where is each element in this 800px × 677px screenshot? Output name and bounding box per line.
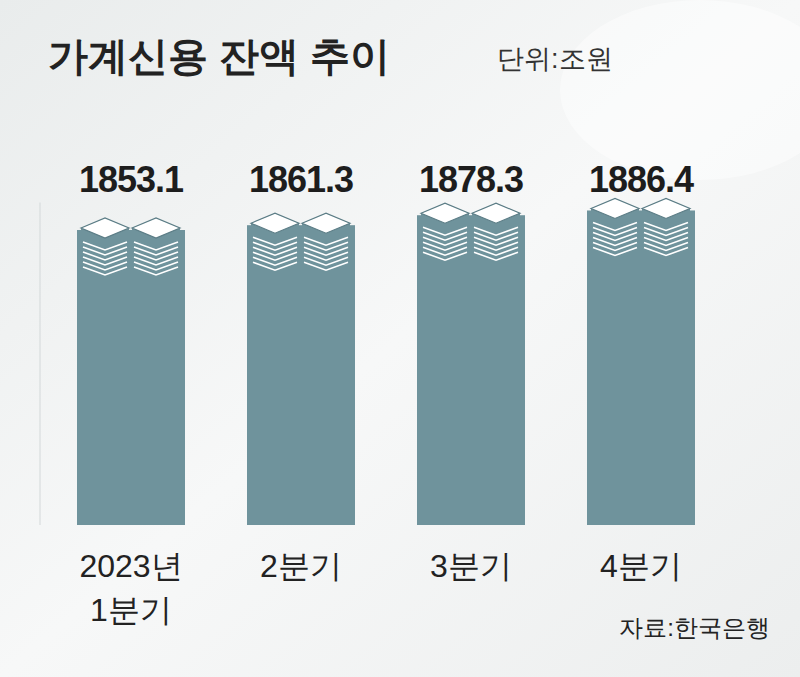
money-stack [421, 203, 469, 260]
stack-body [472, 203, 520, 253]
subtitle: 단위:조원 [497, 44, 613, 74]
x-tick-label-line: 1분기 [90, 592, 172, 628]
background-shape [560, 0, 800, 180]
stack-sheet [253, 262, 297, 270]
x-tick-label-line: 3분기 [430, 548, 512, 584]
bars [77, 210, 695, 525]
stack-sheet [304, 262, 348, 270]
money-stack [251, 213, 299, 270]
y-axis-line [40, 203, 41, 526]
data-label: 1853.1 [79, 159, 184, 200]
stack-sheet [83, 267, 127, 275]
bar [417, 215, 525, 525]
money-stack [302, 213, 350, 270]
stack-sheet [423, 252, 467, 260]
bar [587, 210, 695, 525]
bar-icons [81, 198, 690, 275]
stack-top [302, 213, 350, 233]
stack-sheet [134, 267, 178, 275]
data-label: 1878.3 [419, 159, 523, 200]
stack-top [421, 203, 469, 223]
stack-top [591, 198, 639, 218]
data-label: 1861.3 [249, 159, 353, 200]
chart: 가계신용 잔액 추이 단위:조원 1853.1 1861.3 1878.3 1886.4 2… [0, 0, 800, 677]
stack-body [421, 203, 469, 253]
stack-body [81, 218, 129, 268]
x-tick-label-line: 4분기 [600, 548, 682, 584]
data-label: 1886.4 [589, 159, 694, 200]
x-tick-label: 3분기 [430, 548, 512, 584]
source: 자료:한국은행 [619, 614, 770, 641]
money-stack [642, 198, 690, 255]
stack-sheet [644, 247, 688, 255]
x-tick-label: 2분기 [260, 548, 342, 584]
x-tick-label-line: 2023년 [79, 548, 182, 584]
bar [77, 230, 185, 525]
money-stack [81, 218, 129, 275]
stack-body [642, 198, 690, 248]
stack-top [472, 203, 520, 223]
stack-top [81, 218, 129, 238]
stack-top [642, 198, 690, 218]
stack-body [132, 218, 180, 268]
stack-body [302, 213, 350, 263]
stack-body [251, 213, 299, 263]
x-tick-label: 4분기 [600, 548, 682, 584]
labels: 1853.1 1861.3 1878.3 1886.4 2023년 1분기 2분기 3분기 4분… [79, 159, 694, 628]
stack-top [251, 213, 299, 233]
stack-sheet [593, 247, 637, 255]
money-stack [591, 198, 639, 255]
bar [247, 225, 355, 525]
money-stack [132, 218, 180, 275]
x-tick-label-line: 2분기 [260, 548, 342, 584]
x-tick-label: 2023년 1분기 [79, 548, 182, 628]
money-stack [472, 203, 520, 260]
title: 가계신용 잔액 추이 [48, 34, 390, 78]
stack-body [591, 198, 639, 248]
stack-top [132, 218, 180, 238]
stack-sheet [474, 252, 518, 260]
